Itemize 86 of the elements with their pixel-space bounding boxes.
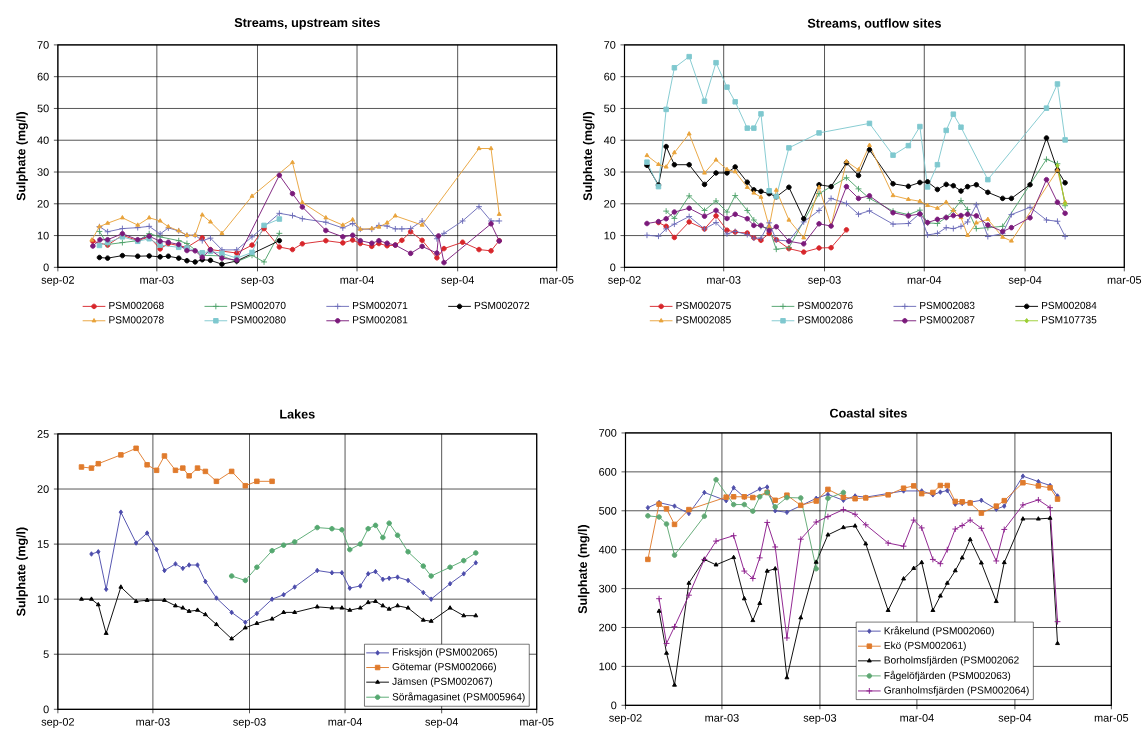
y-tick-label: 0: [610, 263, 616, 272]
y-tick-label: 60: [37, 72, 49, 81]
y-tick-label: 400: [598, 545, 617, 554]
y-tick-label: 10: [37, 595, 49, 603]
x-tick-label: mar-04: [907, 275, 942, 284]
legend-label: PSM002078: [109, 316, 164, 324]
legend-label: Frisksjön (PSM002065): [392, 648, 498, 658]
x-tick-label: mar-03: [707, 275, 741, 284]
y-tick-label: 0: [43, 705, 49, 714]
y-tick-label: 70: [604, 40, 616, 49]
legend-label: Kråkelund (PSM002060): [884, 625, 994, 637]
legend-label: PSM002070: [231, 301, 286, 309]
legend-label: Borholmsfjärden (PSM002062: [884, 656, 1019, 666]
y-tick-label: 10: [37, 231, 49, 240]
y-tick-label: 40: [37, 136, 49, 144]
legend-label: Fågelöfjärden (PSM002063): [884, 670, 1011, 681]
legend-label: PSM002085: [676, 316, 731, 324]
y-tick-label: 30: [604, 168, 616, 176]
x-tick-label: mar-03: [140, 275, 174, 284]
legend-label: PSM002084: [1042, 301, 1097, 309]
legend-label: PSM002075: [676, 301, 731, 309]
y-tick-label: 500: [599, 506, 617, 515]
x-tick-label: sep-03: [803, 713, 837, 724]
y-tick-label: 10: [604, 231, 616, 240]
legend-label: PSM002071: [353, 301, 408, 309]
legend-label: PSM002086: [798, 316, 853, 324]
x-tick-label: mar-04: [340, 275, 374, 284]
legend-label: PSM002087: [920, 316, 975, 324]
y-tick-label: 15: [37, 540, 49, 548]
y-axis-title: Sulphate (mg/l): [582, 111, 595, 201]
y-tick-label: 300: [599, 584, 617, 593]
legend-label: PSM002080: [231, 316, 286, 324]
y-tick-label: 20: [37, 485, 49, 493]
legend-label: PSM107735: [1042, 316, 1097, 324]
y-axis-title: Sulphate (mg/l): [16, 527, 28, 616]
x-tick-label: mar-05: [540, 275, 574, 284]
y-tick-label: 5: [43, 650, 49, 658]
x-tick-label: sep-02: [608, 275, 641, 286]
y-tick-label: 60: [604, 72, 616, 81]
x-tick-label: sep-02: [609, 713, 642, 724]
x-tick-label: mar-04: [328, 717, 363, 726]
y-axis-title: Sulphate (mg/l): [577, 524, 590, 614]
x-tick-label: sep-03: [241, 275, 274, 286]
y-tick-label: 200: [599, 623, 617, 632]
x-tick-label: mar-05: [1107, 275, 1142, 284]
y-tick-label: 20: [604, 199, 616, 208]
x-tick-label: sep-04: [425, 717, 459, 728]
y-axis-title: Sulphate (mg/l): [16, 111, 28, 201]
x-tick-label: sep-03: [233, 717, 266, 728]
x-tick-label: mar-03: [705, 713, 739, 722]
y-tick-label: 100: [599, 662, 617, 671]
x-tick-label: sep-04: [1008, 275, 1042, 286]
x-tick-label: mar-03: [136, 717, 170, 726]
x-tick-label: mar-04: [900, 713, 934, 722]
legend-label: Granholmsfjärden (PSM002064): [884, 686, 1029, 696]
chart-title: Lakes: [280, 409, 315, 419]
x-tick-label: mar-05: [1094, 713, 1129, 722]
legend-label: Ekö (PSM002061): [884, 641, 966, 651]
x-tick-label: sep-03: [808, 275, 841, 286]
legend-label: Söråmagasinet (PSM005964): [392, 692, 525, 703]
legend-label: PSM002081: [353, 316, 408, 324]
y-tick-label: 40: [603, 136, 616, 144]
y-tick-label: 25: [37, 429, 49, 438]
y-tick-label: 20: [37, 199, 49, 208]
legend-label: PSM002072: [474, 301, 530, 309]
y-tick-label: 70: [37, 40, 49, 49]
chart-title: Streams, upstream sites: [234, 17, 380, 30]
x-tick-label: sep-02: [41, 717, 74, 728]
y-tick-label: 0: [611, 701, 617, 710]
y-tick-label: 30: [37, 168, 49, 176]
x-tick-label: sep-02: [41, 275, 74, 286]
legend-label: Jämsen (PSM002067): [392, 677, 493, 687]
y-tick-label: 700: [599, 428, 617, 437]
legend-label: PSM002076: [798, 301, 853, 309]
y-tick-label: 0: [43, 263, 49, 272]
legend-label: Götemar (PSM002066): [392, 662, 496, 673]
chart-title: Streams, outflow sites: [807, 18, 941, 30]
y-tick-label: 600: [599, 467, 617, 476]
y-tick-label: 50: [37, 104, 49, 113]
legend-label: PSM002068: [109, 301, 164, 309]
legend-label: PSM002083: [920, 301, 975, 309]
x-tick-label: mar-05: [520, 717, 554, 726]
x-tick-label: sep-04: [441, 275, 475, 286]
chart-title: Coastal sites: [829, 408, 907, 418]
x-tick-label: sep-04: [998, 713, 1032, 724]
y-tick-label: 50: [604, 104, 616, 113]
